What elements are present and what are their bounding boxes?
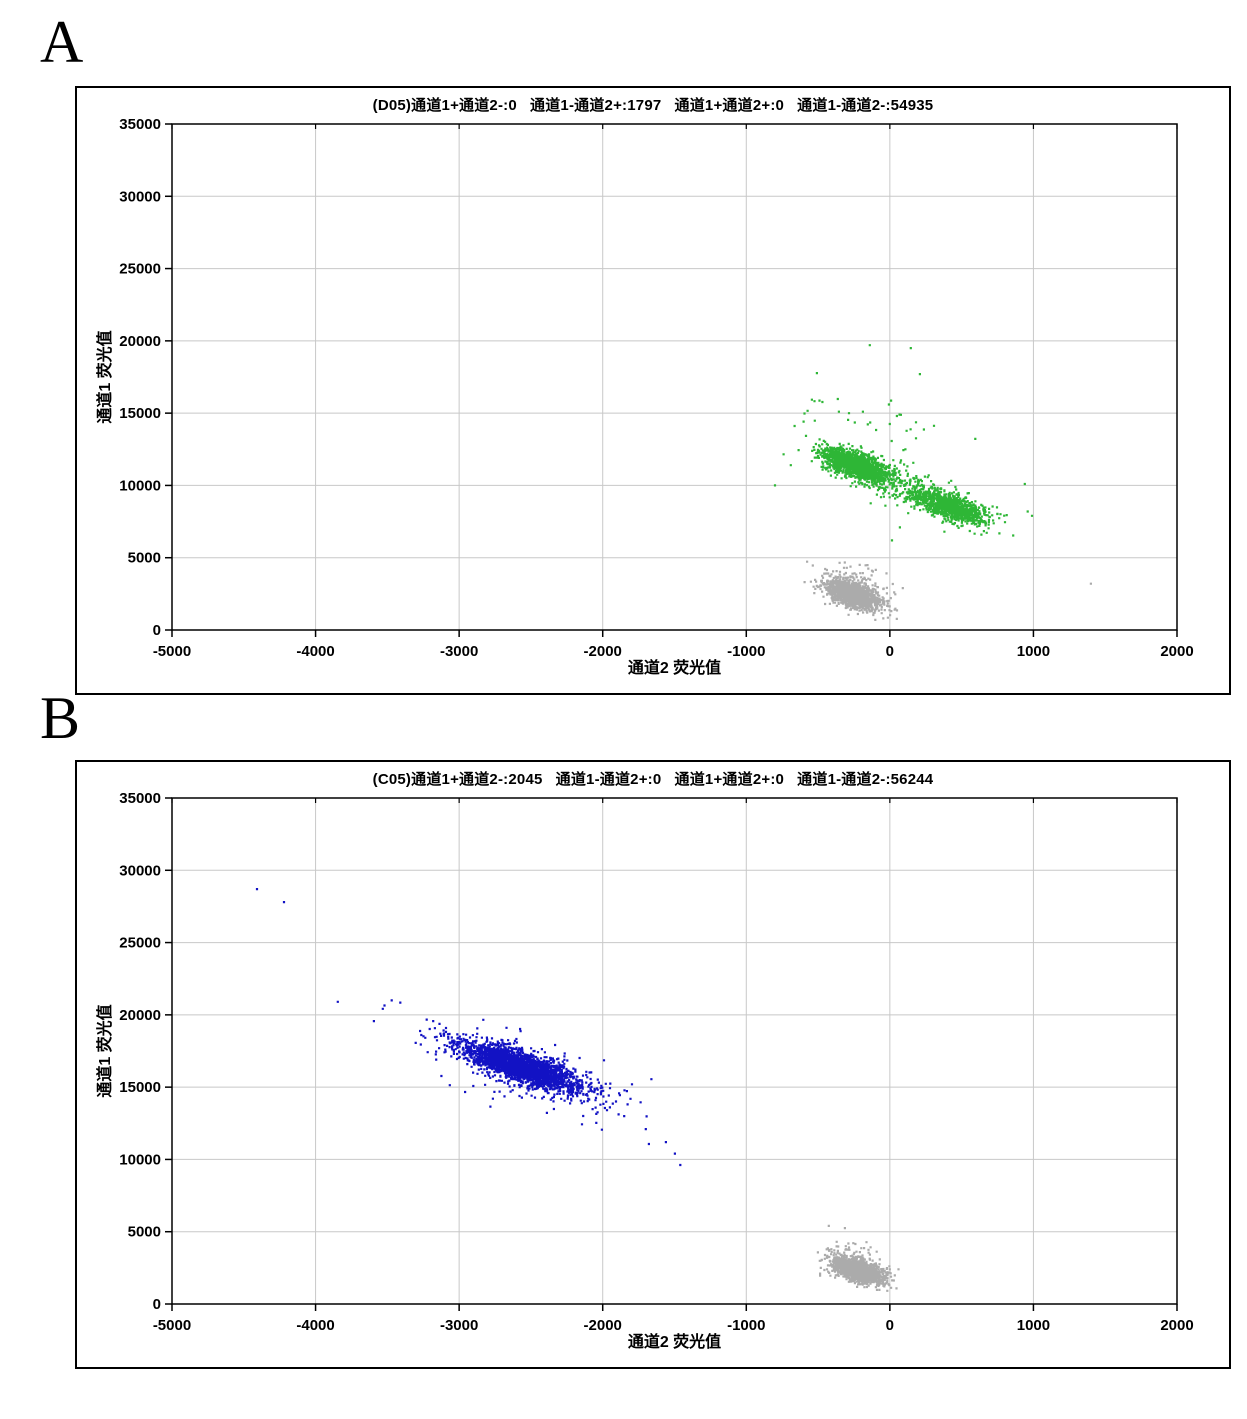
svg-text:5000: 5000 xyxy=(128,1224,161,1241)
chart-a: (D05)通道1+通道2-:0 通道1-通道2+:1797 通道1+通道2+:0… xyxy=(75,86,1231,695)
svg-text:2000: 2000 xyxy=(1160,1317,1193,1334)
svg-text:25000: 25000 xyxy=(119,261,161,278)
svg-text:5000: 5000 xyxy=(128,550,161,567)
svg-text:-2000: -2000 xyxy=(584,643,622,660)
chart-a-y-axis-label-text: 通道1 荧光值 xyxy=(97,330,114,424)
svg-text:-3000: -3000 xyxy=(440,1317,478,1334)
svg-text:-4000: -4000 xyxy=(296,643,334,660)
svg-text:-3000: -3000 xyxy=(440,643,478,660)
svg-text:0: 0 xyxy=(153,1296,161,1313)
svg-text:35000: 35000 xyxy=(119,116,161,133)
figure-label-b: B xyxy=(40,685,81,751)
svg-text:30000: 30000 xyxy=(119,188,161,205)
svg-text:-1000: -1000 xyxy=(727,1317,765,1334)
svg-text:25000: 25000 xyxy=(119,935,161,952)
chart-a-x-axis-label: 通道2 荧光值 xyxy=(627,660,722,677)
chart-a-canvas: -5000 -4000 -3000 -2000 -1000 0 1000 2000050001… xyxy=(119,116,1193,660)
svg-text:-5000: -5000 xyxy=(153,1317,191,1334)
svg-text:15000: 15000 xyxy=(119,1079,161,1096)
svg-text:-5000: -5000 xyxy=(153,643,191,660)
svg-text:-1000: -1000 xyxy=(727,643,765,660)
svg-text:1000: 1000 xyxy=(1017,1317,1050,1334)
svg-text:15000: 15000 xyxy=(119,405,161,422)
svg-text:1000: 1000 xyxy=(1017,643,1050,660)
svg-text:0: 0 xyxy=(153,622,161,639)
svg-text:10000: 10000 xyxy=(119,477,161,494)
svg-text:-2000: -2000 xyxy=(584,1317,622,1334)
figure-label-a: A xyxy=(40,9,84,75)
chart-b: (C05)通道1+通道2-:2045 通道1-通道2+:0 通道1+通道2+:0… xyxy=(75,760,1231,1369)
svg-text:0: 0 xyxy=(886,643,894,660)
chart-b-canvas: -5000 -4000 -3000 -2000 -1000 0 1000 2000050001… xyxy=(119,790,1193,1334)
svg-text:2000: 2000 xyxy=(1160,643,1193,660)
chart-b-y-axis-label-text: 通道1 荧光值 xyxy=(97,1004,114,1098)
svg-text:20000: 20000 xyxy=(119,333,161,350)
chart-b-title: (C05)通道1+通道2-:2045 通道1-通道2+:0 通道1+通道2+:0… xyxy=(372,771,934,788)
svg-text:35000: 35000 xyxy=(119,790,161,807)
svg-text:10000: 10000 xyxy=(119,1151,161,1168)
svg-text:20000: 20000 xyxy=(119,1007,161,1024)
svg-text:-4000: -4000 xyxy=(296,1317,334,1334)
svg-text:30000: 30000 xyxy=(119,862,161,879)
chart-b-x-axis-label: 通道2 荧光值 xyxy=(627,1334,722,1351)
chart-a-title: (D05)通道1+通道2-:0 通道1-通道2+:1797 通道1+通道2+:0… xyxy=(372,97,934,114)
svg-text:0: 0 xyxy=(886,1317,894,1334)
